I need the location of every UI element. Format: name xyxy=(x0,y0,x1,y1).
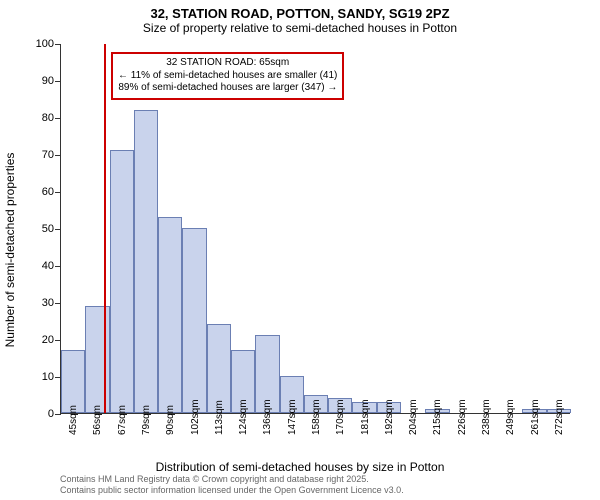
histogram-bar xyxy=(134,110,158,413)
histogram-bar xyxy=(110,150,134,413)
chart-title-sub: Size of property relative to semi-detach… xyxy=(0,21,600,39)
x-tick-label: 181sqm xyxy=(360,399,371,435)
y-tick xyxy=(55,303,61,304)
y-tick xyxy=(55,340,61,341)
x-tick-label: 158sqm xyxy=(311,399,322,435)
histogram-bar xyxy=(85,306,109,413)
x-tick-label: 204sqm xyxy=(408,399,419,435)
x-tick-label: 215sqm xyxy=(432,399,443,435)
y-tick xyxy=(55,81,61,82)
x-axis-label: Distribution of semi-detached houses by … xyxy=(156,460,445,474)
x-tick-label: 79sqm xyxy=(141,405,152,435)
x-tick-label: 226sqm xyxy=(457,399,468,435)
x-tick-label: 170sqm xyxy=(335,399,346,435)
x-tick-label: 45sqm xyxy=(68,405,79,435)
y-tick-label: 90 xyxy=(0,75,54,87)
annotation-line: ← 11% of semi-detached houses are smalle… xyxy=(118,70,337,83)
y-tick-label: 100 xyxy=(0,38,54,50)
y-tick-label: 80 xyxy=(0,112,54,124)
annotation-box: 32 STATION ROAD: 65sqm← 11% of semi-deta… xyxy=(111,52,344,100)
x-tick-label: 67sqm xyxy=(117,405,128,435)
histogram-bar xyxy=(61,350,85,413)
property-marker-line xyxy=(104,44,106,413)
x-tick-label: 249sqm xyxy=(505,399,516,435)
y-tick xyxy=(55,118,61,119)
histogram-bar xyxy=(158,217,182,413)
x-tick-label: 261sqm xyxy=(530,399,541,435)
y-tick xyxy=(55,155,61,156)
y-tick xyxy=(55,414,61,415)
y-tick-label: 70 xyxy=(0,149,54,161)
x-tick-label: 90sqm xyxy=(165,405,176,435)
x-tick-label: 238sqm xyxy=(481,399,492,435)
histogram-bar xyxy=(182,228,206,413)
x-tick-label: 147sqm xyxy=(287,399,298,435)
y-tick-label: 50 xyxy=(0,223,54,235)
plot-area: 45sqm56sqm67sqm79sqm90sqm102sqm113sqm124… xyxy=(60,44,570,414)
y-tick xyxy=(55,266,61,267)
y-tick-label: 20 xyxy=(0,334,54,346)
footer-line2: Contains public sector information licen… xyxy=(60,485,404,496)
x-tick-label: 102sqm xyxy=(190,399,201,435)
y-tick-label: 30 xyxy=(0,297,54,309)
annotation-line: 32 STATION ROAD: 65sqm xyxy=(118,57,337,70)
x-tick-label: 56sqm xyxy=(92,405,103,435)
y-tick-label: 0 xyxy=(0,408,54,420)
y-tick xyxy=(55,192,61,193)
y-tick-label: 60 xyxy=(0,186,54,198)
chart-title-main: 32, STATION ROAD, POTTON, SANDY, SG19 2P… xyxy=(0,0,600,21)
y-tick xyxy=(55,44,61,45)
x-tick-label: 192sqm xyxy=(384,399,395,435)
y-tick-label: 10 xyxy=(0,371,54,383)
annotation-line: 89% of semi-detached houses are larger (… xyxy=(118,82,337,95)
x-tick-label: 124sqm xyxy=(238,399,249,435)
x-tick-label: 113sqm xyxy=(214,400,225,435)
chart-container: 32, STATION ROAD, POTTON, SANDY, SG19 2P… xyxy=(0,0,600,500)
footer-line1: Contains HM Land Registry data © Crown c… xyxy=(60,474,404,485)
x-tick-label: 136sqm xyxy=(262,399,273,435)
x-tick-label: 272sqm xyxy=(554,399,565,435)
footer-note: Contains HM Land Registry data © Crown c… xyxy=(60,474,404,496)
y-tick-label: 40 xyxy=(0,260,54,272)
y-tick xyxy=(55,229,61,230)
y-axis-label: Number of semi-detached properties xyxy=(3,153,17,348)
